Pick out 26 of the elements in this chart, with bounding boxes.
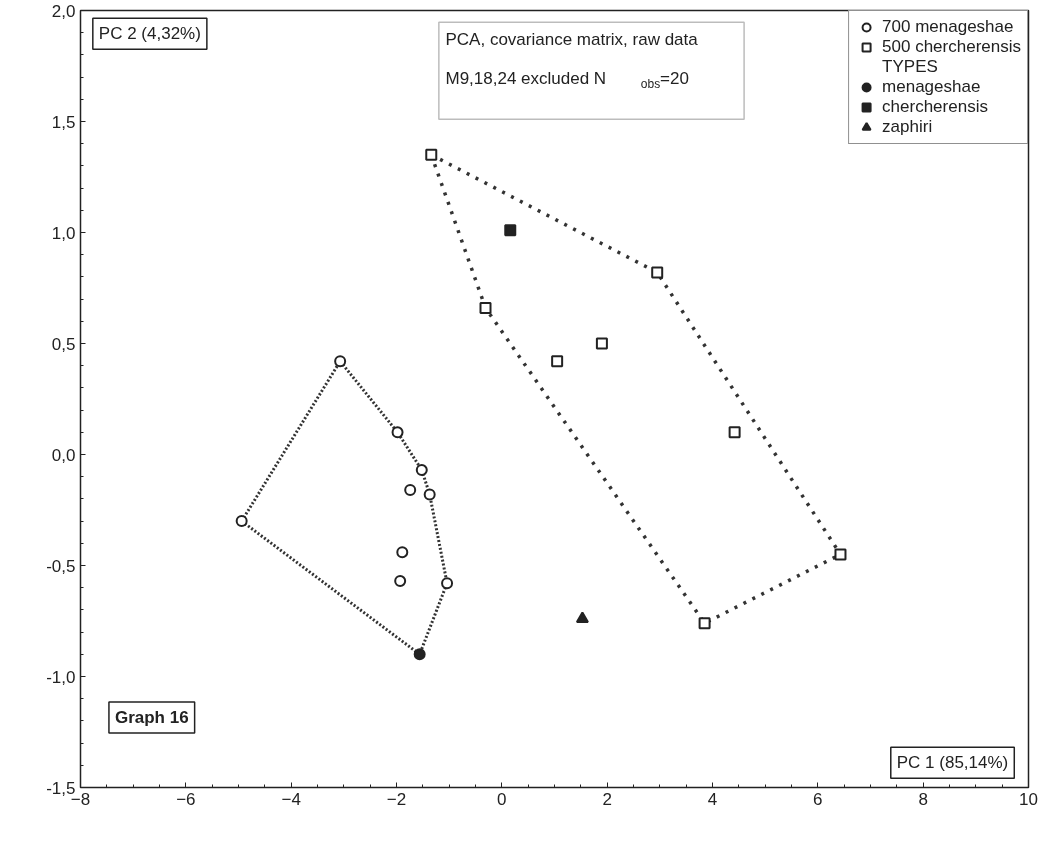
- legend-label: zaphiri: [882, 117, 933, 137]
- x-axis-title: PC 1 (85,14%): [896, 753, 1009, 773]
- y-tick-label: 1,5: [51, 112, 76, 132]
- y-tick-label: 2,0: [51, 1, 76, 21]
- y-tick-label: -0,5: [46, 556, 76, 576]
- x-tick-label: 4: [707, 789, 718, 809]
- y-tick-label: 0,5: [51, 334, 76, 354]
- legend-label: chercherensis: [882, 97, 988, 117]
- x-tick-label: 10: [1019, 789, 1038, 809]
- y-tick-label: 0,0: [51, 445, 76, 465]
- x-tick-label: 6: [813, 789, 823, 809]
- legend-label: menageshae: [882, 77, 981, 97]
- y-tick-label: -1,0: [46, 667, 76, 687]
- x-tick-label: −6: [176, 789, 196, 809]
- legend-title: TYPES: [882, 57, 938, 77]
- legend-label: 700 menageshae: [882, 17, 1014, 37]
- x-tick-label: 8: [918, 789, 928, 809]
- x-tick-label: −4: [281, 789, 301, 809]
- x-tick-label: 0: [497, 789, 507, 809]
- legend-label: 500 chercherensis: [882, 37, 1021, 57]
- annotation: Graph 16: [114, 708, 189, 728]
- y-tick-label: 1,0: [51, 223, 76, 243]
- x-tick-label: −2: [386, 789, 407, 809]
- y-axis-title: PC 2 (4,32%): [98, 24, 201, 44]
- annotation: PCA, covariance matrix, raw data: [445, 29, 699, 49]
- x-tick-label: 2: [602, 789, 612, 809]
